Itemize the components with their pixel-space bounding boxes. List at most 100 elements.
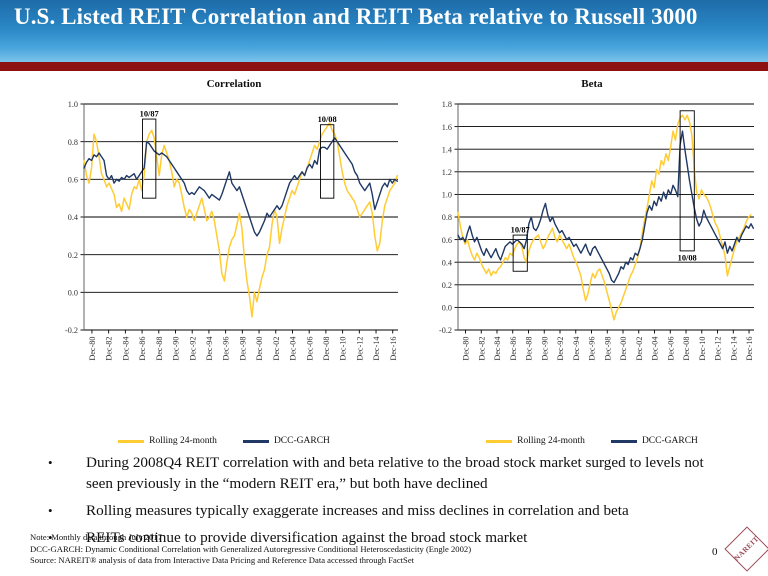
svg-text:Dec-84: Dec-84: [493, 337, 502, 361]
chart-correlation-title: Correlation: [206, 78, 262, 90]
svg-text:Dec-84: Dec-84: [121, 337, 130, 361]
chart-beta-plot: -0.2 0.0 0.2 0.4 0.6 0.8 1.0 1.2 1.4 1.6 1.8 Dec-80…: [424, 94, 760, 376]
svg-text:Dec-00: Dec-00: [255, 337, 264, 361]
chart-beta: Beta -0.2 0.0 0.2 0.4 0.6 0.8 1.0 1.2 1.4 1.6 1.8 D…: [424, 78, 760, 446]
chart-correlation: Correlation -0.2 0.0 0.2 0.4 0.6 0.8 1.0 Dec-80…: [44, 78, 404, 446]
svg-text:10/08: 10/08: [318, 115, 337, 124]
chart-correlation-plot: -0.2 0.0 0.2 0.4 0.6 0.8 1.0 Dec-80 Dec-82 Dec-84…: [44, 94, 404, 376]
title-accent-rule: [0, 62, 768, 71]
legend-label-dcc: DCC-GARCH: [273, 436, 330, 446]
bullet-text: REITs continue to provide diversificatio…: [86, 529, 528, 546]
svg-text:Dec-88: Dec-88: [525, 337, 534, 361]
legend-item-rolling: Rolling 24-month: [118, 436, 217, 446]
svg-text:Dec-04: Dec-04: [289, 337, 298, 361]
svg-text:0.2: 0.2: [442, 281, 452, 290]
svg-text:Dec-08: Dec-08: [322, 337, 331, 361]
legend-swatch-dcc: [242, 439, 269, 443]
svg-text:Dec-92: Dec-92: [556, 337, 565, 361]
svg-text:1.0: 1.0: [68, 100, 78, 109]
legend-swatch-rolling: [118, 439, 145, 443]
svg-text:0.0: 0.0: [68, 289, 78, 298]
svg-text:Dec-02: Dec-02: [635, 337, 644, 361]
svg-text:0.8: 0.8: [68, 138, 78, 147]
svg-text:Dec-16: Dec-16: [389, 337, 398, 361]
legend-label-rolling: Rolling 24-month: [149, 436, 217, 446]
bullet-item: • During 2008Q4 REIT correlation with an…: [42, 452, 732, 494]
svg-text:Dec-96: Dec-96: [588, 337, 597, 361]
legend-label-rolling-beta: Rolling 24-month: [517, 436, 585, 446]
bullet-list: • During 2008Q4 REIT correlation with an…: [42, 452, 732, 554]
bullet-text: During 2008Q4 REIT correlation with and …: [86, 454, 704, 492]
bullet-marker: •: [48, 455, 53, 470]
legend-item-rolling-beta: Rolling 24-month: [486, 436, 585, 446]
svg-text:Dec-92: Dec-92: [188, 337, 197, 361]
svg-text:10/08: 10/08: [678, 253, 697, 262]
svg-text:Dec-82: Dec-82: [477, 337, 486, 361]
bullet-item: • Rolling measures typically exaggerate …: [42, 500, 732, 521]
svg-text:1.8: 1.8: [442, 100, 452, 109]
svg-text:Dec-94: Dec-94: [572, 337, 581, 361]
svg-text:Dec-08: Dec-08: [682, 337, 691, 361]
svg-text:Dec-98: Dec-98: [603, 337, 612, 361]
svg-text:-0.2: -0.2: [439, 326, 452, 335]
svg-text:Dec-86: Dec-86: [509, 337, 518, 361]
legend-label-dcc-beta: DCC-GARCH: [641, 436, 698, 446]
footnote-block: Note: Monthly data through July 2017 DCC…: [30, 532, 670, 567]
svg-text:1.2: 1.2: [442, 168, 452, 177]
svg-text:1.4: 1.4: [442, 145, 452, 154]
svg-text:Dec-14: Dec-14: [729, 337, 738, 361]
bullet-marker: •: [48, 503, 53, 518]
svg-text:0.4: 0.4: [68, 213, 78, 222]
svg-text:10/87: 10/87: [511, 226, 530, 235]
legend-swatch-dcc-beta: [610, 439, 637, 443]
svg-text:Dec-80: Dec-80: [88, 337, 97, 361]
svg-text:Dec-80: Dec-80: [462, 337, 471, 361]
footnote-line: DCC-GARCH: Dynamic Conditional Correlati…: [30, 543, 472, 554]
chart-beta-legend: Rolling 24-month DCC-GARCH: [424, 436, 760, 446]
svg-text:0.0: 0.0: [442, 304, 452, 313]
svg-text:0.4: 0.4: [442, 258, 452, 267]
svg-text:Dec-90: Dec-90: [172, 337, 181, 361]
svg-text:Dec-94: Dec-94: [205, 337, 214, 361]
footnote-line: Note: Monthly data through July 2017: [30, 532, 162, 542]
chart-beta-title: Beta: [581, 78, 603, 90]
legend-item-dcc: DCC-GARCH: [242, 436, 330, 446]
svg-text:Dec-04: Dec-04: [651, 337, 660, 361]
svg-text:10/87: 10/87: [140, 110, 159, 119]
svg-text:Dec-06: Dec-06: [305, 337, 314, 361]
page-title: U.S. Listed REIT Correlation and REIT Be…: [14, 4, 698, 29]
page-number: 0: [712, 546, 718, 558]
svg-text:1.0: 1.0: [442, 191, 452, 200]
svg-text:Dec-82: Dec-82: [105, 337, 114, 361]
svg-text:Dec-96: Dec-96: [222, 337, 231, 361]
svg-text:Dec-98: Dec-98: [238, 337, 247, 361]
svg-text:0.2: 0.2: [68, 251, 78, 260]
svg-text:Dec-86: Dec-86: [138, 337, 147, 361]
nareit-logo: NAREIT: [724, 526, 768, 572]
svg-text:0.8: 0.8: [442, 213, 452, 222]
bullet-item: • REITs continue to provide diversificat…: [42, 527, 732, 548]
svg-text:Dec-88: Dec-88: [155, 337, 164, 361]
chart-correlation-legend: Rolling 24-month DCC-GARCH: [44, 436, 404, 446]
svg-text:Dec-14: Dec-14: [372, 337, 381, 361]
bullet-marker: •: [48, 530, 53, 545]
svg-text:-0.2: -0.2: [65, 326, 78, 335]
svg-text:Dec-10: Dec-10: [698, 337, 707, 361]
svg-text:0.6: 0.6: [442, 236, 452, 245]
svg-text:1.6: 1.6: [442, 123, 452, 132]
beta-svg: -0.2 0.0 0.2 0.4 0.6 0.8 1.0 1.2 1.4 1.6 1.8 Dec-80…: [439, 100, 754, 361]
svg-text:Dec-10: Dec-10: [339, 337, 348, 361]
svg-text:Dec-16: Dec-16: [745, 337, 754, 361]
title-banner: [0, 0, 768, 62]
svg-text:0.6: 0.6: [68, 176, 78, 185]
svg-text:Dec-12: Dec-12: [714, 337, 723, 361]
legend-swatch-rolling-beta: [486, 439, 513, 443]
legend-item-dcc-beta: DCC-GARCH: [610, 436, 698, 446]
footnote-line: Source: NAREIT® analysis of data from In…: [30, 555, 415, 566]
bullet-text: Rolling measures typically exaggerate in…: [86, 502, 629, 519]
svg-text:Dec-90: Dec-90: [540, 337, 549, 361]
logo-label: NAREIT: [731, 533, 761, 563]
svg-text:Dec-02: Dec-02: [272, 337, 281, 361]
svg-text:Dec-00: Dec-00: [619, 337, 628, 361]
